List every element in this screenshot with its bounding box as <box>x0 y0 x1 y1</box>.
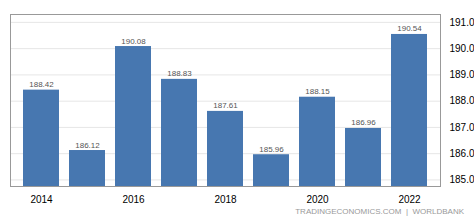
svg-text:186.12: 186.12 <box>75 141 100 150</box>
svg-text:185.96: 185.96 <box>259 145 284 154</box>
html-text:TRADINGECONOMICS.COM | WORLDBA: TRADINGECONOMICS.COM | WORLDBANK <box>295 207 464 216</box>
svg-text:2018: 2018 <box>214 194 237 205</box>
svg-text:188.83: 188.83 <box>167 69 192 78</box>
svg-text:191.0: 191.0 <box>450 17 474 28</box>
svg-text:185.0: 185.0 <box>450 174 474 185</box>
svg-text:187.61: 187.61 <box>213 101 238 110</box>
svg-text:186.96: 186.96 <box>351 118 376 127</box>
svg-text:189.0: 189.0 <box>450 69 474 80</box>
svg-text:190.54: 190.54 <box>397 24 422 33</box>
svg-text:2016: 2016 <box>122 194 145 205</box>
svg-text:2022: 2022 <box>398 194 421 205</box>
svg-text:2014: 2014 <box>30 194 53 205</box>
svg-text:190.08: 190.08 <box>121 37 146 46</box>
svg-text:188.0: 188.0 <box>450 95 474 106</box>
svg-text:186.0: 186.0 <box>450 148 474 159</box>
svg-text:188.15: 188.15 <box>305 87 330 96</box>
svg-text:190.0: 190.0 <box>450 43 474 54</box>
svg-text:2020: 2020 <box>306 194 329 205</box>
svg-text:187.0: 187.0 <box>450 122 474 133</box>
svg-text:188.42: 188.42 <box>29 80 54 89</box>
